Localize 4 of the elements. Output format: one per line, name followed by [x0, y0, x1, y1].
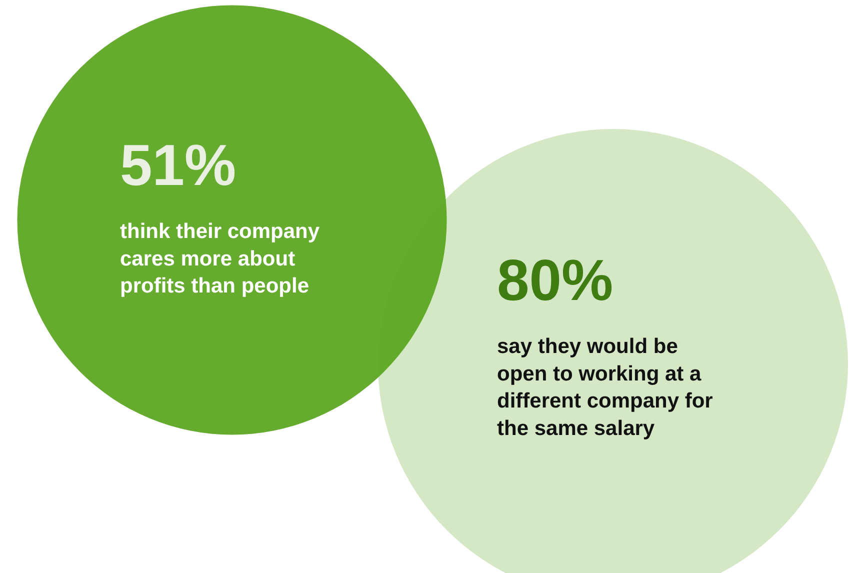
data-label: 80%: [497, 248, 614, 313]
data-label: 51%: [120, 133, 236, 198]
category-label: say they would be open to working at a different company for the same salary: [497, 335, 713, 440]
category-label: think their company cares more about profits than people: [120, 220, 320, 298]
